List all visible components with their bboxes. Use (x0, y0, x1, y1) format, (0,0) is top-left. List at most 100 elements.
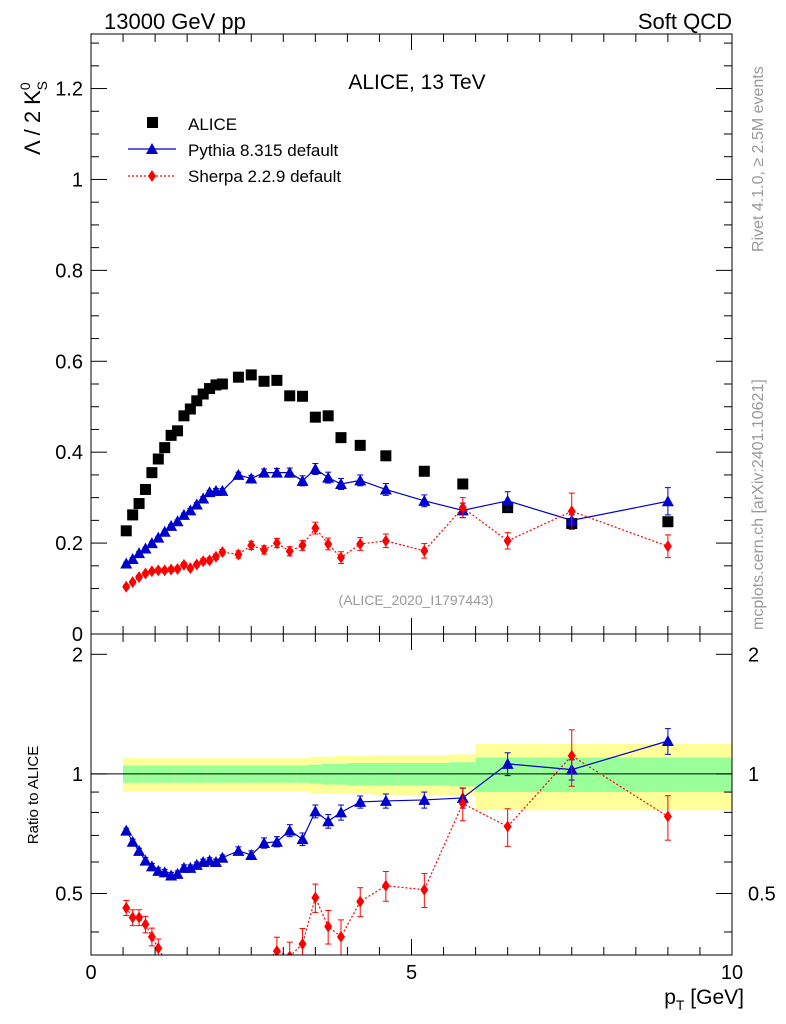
main-sherpa-point (567, 505, 576, 518)
main-alice-point (146, 467, 158, 479)
main-pythia-point (152, 531, 165, 543)
main-alice-point (184, 403, 196, 415)
ratio-y-tick-label-right: 0.5 (748, 883, 776, 905)
main-sherpa-point (205, 554, 214, 567)
main-y-tick-label: 0 (72, 624, 83, 646)
main-alice-point (322, 410, 334, 422)
main-sherpa-point (160, 564, 169, 577)
ratio-sherpa-point (128, 911, 137, 924)
main-alice-point (165, 429, 177, 441)
main-pythia-line (125, 468, 669, 565)
main-alice-point (335, 432, 347, 444)
main-pythia-point (245, 472, 258, 484)
main-sherpa-point (381, 534, 390, 547)
ratio-series-group (120, 728, 674, 955)
main-sherpa-point (336, 551, 345, 564)
main-sherpa-point (147, 565, 156, 578)
main-sherpa-point (135, 571, 144, 584)
ratio-y-tick-label-right: 1 (748, 764, 759, 786)
main-pythia-point (171, 515, 184, 527)
x-tick-label: 0 (85, 962, 96, 984)
main-pythia-point (283, 466, 296, 478)
x-tick-label: 5 (406, 962, 417, 984)
ratio-y-tick-label-right: 2 (748, 644, 759, 666)
ratio-y-axis-label: Ratio to ALICE (25, 746, 42, 844)
main-sherpa-point (173, 563, 182, 575)
main-alice-point (662, 516, 674, 528)
main-alice-point (232, 371, 244, 383)
mcplots-reference-text: mcplots.cern.ch [arXiv:2401.10621] (750, 379, 767, 630)
main-sherpa-point (311, 522, 320, 535)
main-pythia-point (184, 504, 197, 516)
main-pythia-point (216, 484, 229, 496)
ratio-plot-panel: 0.5 0.5 1 1 2 2 0 5 10 Ratio to ALICE pT [GeV] (25, 633, 776, 1013)
ratio-sherpa-point (663, 810, 672, 823)
main-pythia-point (309, 463, 322, 474)
legend-entry-pythia: Pythia 8.315 default (128, 141, 339, 160)
main-sherpa-point (234, 548, 243, 561)
ratio-sherpa-point (286, 950, 293, 955)
main-pythia-point (354, 474, 367, 486)
main-sherpa-line (125, 506, 669, 588)
ratio-sherpa-point (324, 920, 333, 933)
ratio-pythia-series (120, 728, 674, 881)
legend-label-alice: ALICE (188, 115, 237, 134)
legend-label-pythia: Pythia 8.315 default (188, 141, 339, 160)
main-sherpa-point (141, 567, 150, 580)
main-alice-point (297, 390, 309, 402)
main-alice-point (258, 375, 270, 387)
main-sherpa-point (192, 558, 201, 571)
main-y-tick-label: 0.8 (55, 260, 83, 282)
main-alice-point (457, 478, 469, 490)
main-pythia-point (232, 468, 245, 480)
main-pythia-point (322, 471, 335, 483)
main-alice-point (216, 378, 228, 390)
legend-marker-alice (147, 117, 158, 128)
ratio-sherpa-point (503, 820, 512, 833)
ratio-pythia-point (158, 866, 171, 878)
main-pythia-point (197, 492, 210, 504)
main-pythia-point (296, 474, 309, 486)
ratio-sherpa-point (122, 901, 131, 914)
main-sherpa-point (122, 580, 131, 593)
main-sherpa-point (247, 539, 256, 552)
main-alice-series (120, 369, 674, 537)
main-sherpa-point (167, 563, 176, 576)
ratio-sherpa-point (356, 895, 365, 908)
main-alice-point (127, 509, 139, 521)
ratio-pythia-point (418, 793, 431, 805)
ratio-pythia-point (379, 794, 392, 806)
main-alice-point (204, 383, 216, 395)
main-pythia-point (270, 466, 283, 478)
ratio-pythia-point (145, 860, 158, 872)
main-pythia-point (190, 498, 203, 510)
main-alice-point (210, 379, 222, 391)
ratio-pythia-point (120, 824, 133, 836)
main-pythia-point (501, 494, 514, 506)
main-alice-point (309, 411, 321, 423)
main-alice-point (354, 439, 366, 451)
main-alice-point (245, 369, 257, 381)
ratio-pythia-point (354, 795, 367, 807)
legend-entry-alice: ALICE (147, 115, 237, 134)
ratio-sherpa-point (420, 883, 429, 896)
ratio-pythia-point (283, 824, 296, 836)
ratio-sherpa-point (154, 942, 163, 955)
main-sherpa-point (420, 544, 429, 557)
main-sherpa-point (458, 501, 467, 514)
main-pythia-point (145, 537, 158, 549)
ratio-pythia-point (126, 835, 139, 847)
ratio-sherpa-point (135, 911, 144, 924)
ratio-pythia-point (322, 815, 335, 827)
legend: ALICE Pythia 8.315 default Sherpa 2.2.9 … (128, 115, 341, 186)
main-sherpa-point (179, 558, 188, 571)
legend-marker-sherpa (148, 170, 156, 182)
ratio-sherpa-point (272, 945, 281, 955)
energy-label: 13000 GeV pp (104, 9, 246, 34)
legend-marker-pythia (146, 143, 158, 154)
main-pythia-point (120, 557, 133, 569)
ratio-stat-band (603, 757, 733, 793)
main-sherpa-point (199, 555, 208, 568)
ratio-pythia-point (501, 757, 514, 769)
ratio-sherpa-point (567, 749, 576, 762)
